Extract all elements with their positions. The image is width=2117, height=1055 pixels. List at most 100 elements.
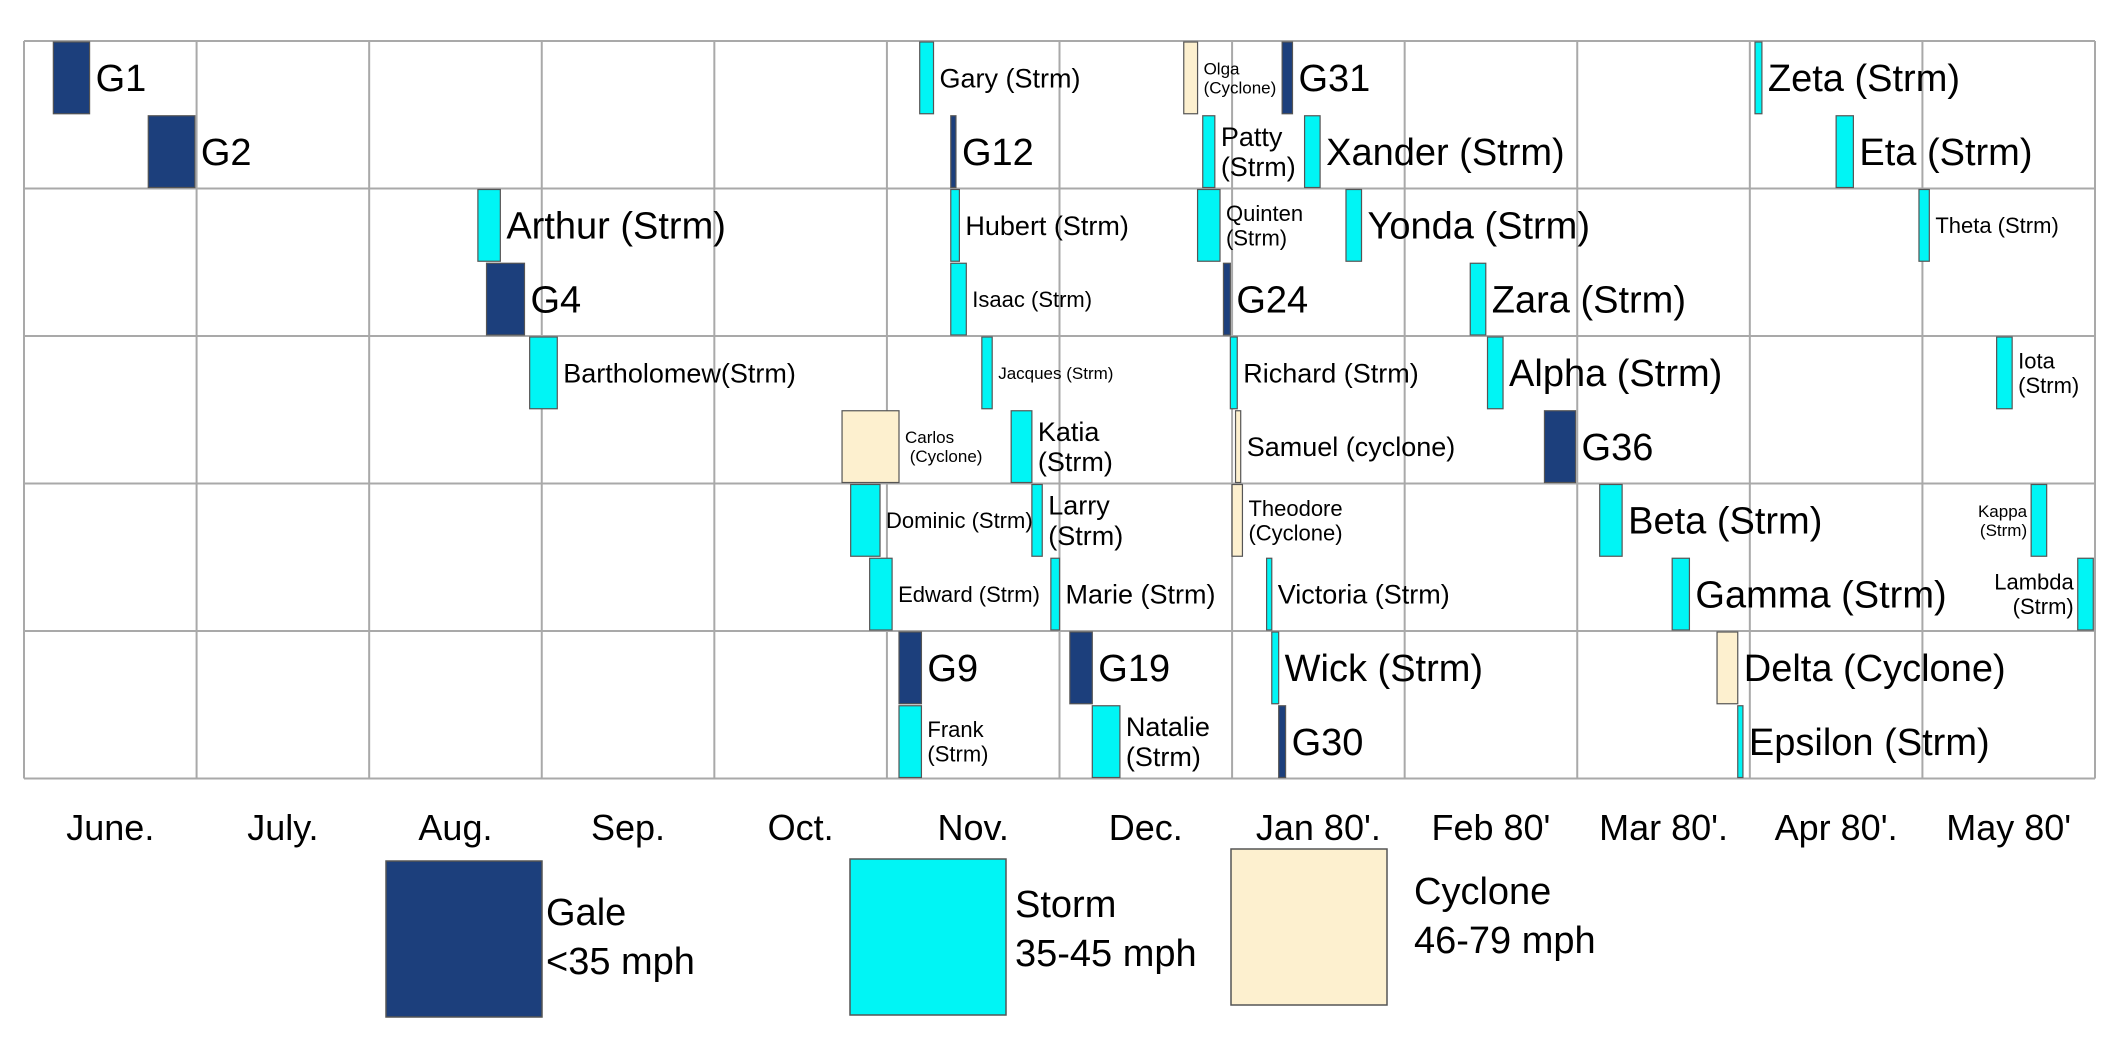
event-label-g1: G1 <box>96 58 147 100</box>
month-tick-label: July. <box>247 807 318 848</box>
event-label-line: Frank <box>927 717 984 742</box>
event-label-line: G19 <box>1098 648 1170 690</box>
event-bar-gamma-strm <box>1671 557 1691 631</box>
event-bar-g2 <box>147 115 196 189</box>
event-label-line: (Strm) <box>1038 447 1113 477</box>
event-label-line: Epsilon (Strm) <box>1749 722 1990 764</box>
event-bar-dominic-strm <box>850 483 881 557</box>
event-label-line: Lambda <box>1994 570 2074 595</box>
event-label-line: Richard (Strm) <box>1243 358 1419 388</box>
event-label-edward-strm: Edward (Strm) <box>898 582 1040 607</box>
event-label-line: Edward (Strm) <box>898 582 1040 607</box>
event-label-line: Eta (Strm) <box>1859 132 2032 174</box>
event-label-line: Carlos <box>905 428 954 447</box>
event-label-g12: G12 <box>962 132 1034 174</box>
event-label-g31: G31 <box>1298 58 1370 100</box>
event-label-gary-strm: Gary (Strm) <box>940 63 1081 93</box>
event-label-line: G31 <box>1298 58 1370 100</box>
event-bar-g36 <box>1543 410 1577 484</box>
event-label-line: Jacques (Strm) <box>998 364 1113 383</box>
event-label-line: Dominic (Strm) <box>886 508 1033 533</box>
event-bar-g1 <box>52 41 91 115</box>
event-label-theodore-cyclone: Theodore (Cyclone) <box>1248 496 1342 546</box>
event-label-epsilon-strm: Epsilon (Strm) <box>1749 722 1990 764</box>
event-label-line: G2 <box>201 132 252 174</box>
event-label-line: (Strm) <box>2013 594 2074 619</box>
event-bar-frank-strm <box>898 705 923 779</box>
event-labels: G1 G2 Arthur (Strm) G4 Bartholomew(Strm) Carl… <box>96 58 2080 772</box>
event-bar-yonda-strm <box>1345 188 1363 262</box>
event-label-carlos-cyclone: Carlos (Cyclone) <box>905 428 982 466</box>
event-label-g36: G36 <box>1582 427 1654 469</box>
event-label-line: G4 <box>530 279 581 321</box>
event-bar-g24 <box>1222 262 1231 336</box>
event-label-line: Hubert (Strm) <box>965 211 1129 241</box>
event-label-jacques-strm: Jacques (Strm) <box>998 364 1113 383</box>
event-label-quinten-strm: Quinten (Strm) <box>1226 201 1303 251</box>
legend-swatch-gale <box>385 860 543 1018</box>
event-label-line: Victoria (Strm) <box>1278 580 1450 610</box>
event-label-olga-cyclone: Olga (Cyclone) <box>1204 59 1277 97</box>
event-bar-bartholomew-strm <box>529 336 558 410</box>
event-label-line: Quinten <box>1226 201 1303 226</box>
month-tick-label: Mar 80'. <box>1599 807 1728 848</box>
event-label-g19: G19 <box>1098 648 1170 690</box>
month-tick-label: Aug. <box>418 807 492 848</box>
month-tick-label: May 80' <box>1946 807 2071 848</box>
event-bar-patty-strm <box>1202 115 1216 189</box>
event-label-line: Olga <box>1204 59 1240 78</box>
event-label-isaac-strm: Isaac (Strm) <box>972 287 1092 312</box>
month-tick-label: Dec. <box>1109 807 1183 848</box>
event-label-dominic-strm: Dominic (Strm) <box>886 508 1033 533</box>
event-bar-edward-strm <box>869 557 893 631</box>
event-label-line: Larry <box>1048 491 1110 521</box>
event-bar-natalie-strm <box>1091 705 1121 779</box>
event-bar-xander-strm <box>1303 115 1321 189</box>
event-label-line: Theodore <box>1248 496 1342 521</box>
event-label-line: Delta (Cyclone) <box>1744 648 2006 690</box>
event-label-g4: G4 <box>530 279 581 321</box>
event-label-line: Samuel (cyclone) <box>1247 432 1456 462</box>
event-bar-alpha-strm <box>1486 336 1504 410</box>
event-label-line: (Strm) <box>927 742 988 767</box>
event-bar-beta-strm <box>1599 483 1623 557</box>
event-label-line: (Strm) <box>1226 225 1287 250</box>
event-bar-arthur-strm <box>477 188 501 262</box>
event-label-larry-strm: Larry (Strm) <box>1048 491 1123 551</box>
event-label-line: Alpha (Strm) <box>1509 353 1722 395</box>
event-label-line: (Strm) <box>1221 152 1296 182</box>
event-label-line: Isaac (Strm) <box>972 287 1092 312</box>
event-bar-isaac-strm <box>950 262 967 336</box>
event-label-line: (Strm) <box>2018 373 2079 398</box>
grid <box>23 40 2096 780</box>
event-bar-victoria-strm <box>1265 557 1273 631</box>
event-bar-larry-strm <box>1031 483 1043 557</box>
event-bar-iota-strm <box>1996 336 2013 410</box>
event-label-line: Zara (Strm) <box>1492 279 1686 321</box>
month-tick-label: Apr 80'. <box>1775 807 1898 848</box>
event-label-line: G9 <box>927 648 978 690</box>
event-bar-jacques-strm <box>981 336 993 410</box>
event-label-line: Natalie <box>1126 712 1210 742</box>
event-label-beta-strm: Beta (Strm) <box>1628 501 1822 543</box>
event-bar-zara-strm <box>1469 262 1487 336</box>
event-label-alpha-strm: Alpha (Strm) <box>1509 353 1722 395</box>
month-tick-label: Oct. <box>768 807 834 848</box>
legend-label-cyclone: Cyclone <box>1414 871 1551 913</box>
event-label-frank-strm: Frank (Strm) <box>927 717 988 767</box>
event-bar-theta-strm <box>1918 188 1930 262</box>
event-bar-epsilon-strm <box>1737 705 1744 779</box>
event-label-eta-strm: Eta (Strm) <box>1859 132 2032 174</box>
event-label-theta-strm: Theta (Strm) <box>1935 213 2058 238</box>
event-label-line: G36 <box>1582 427 1654 469</box>
event-label-victoria-strm: Victoria (Strm) <box>1278 580 1450 610</box>
legend: Gale <35 mph Storm 35-45 mph Cyclone 46-79 mp… <box>385 848 1596 1018</box>
event-label-line: Zeta (Strm) <box>1768 58 1960 100</box>
event-label-line: Beta (Strm) <box>1628 501 1822 543</box>
event-label-arthur-strm: Arthur (Strm) <box>506 206 726 248</box>
event-bar-theodore-cyclone <box>1231 483 1244 557</box>
event-label-line: Iota <box>2018 348 2055 373</box>
event-bar-gary-strm <box>919 41 935 115</box>
event-label-line: Katia <box>1038 417 1101 447</box>
